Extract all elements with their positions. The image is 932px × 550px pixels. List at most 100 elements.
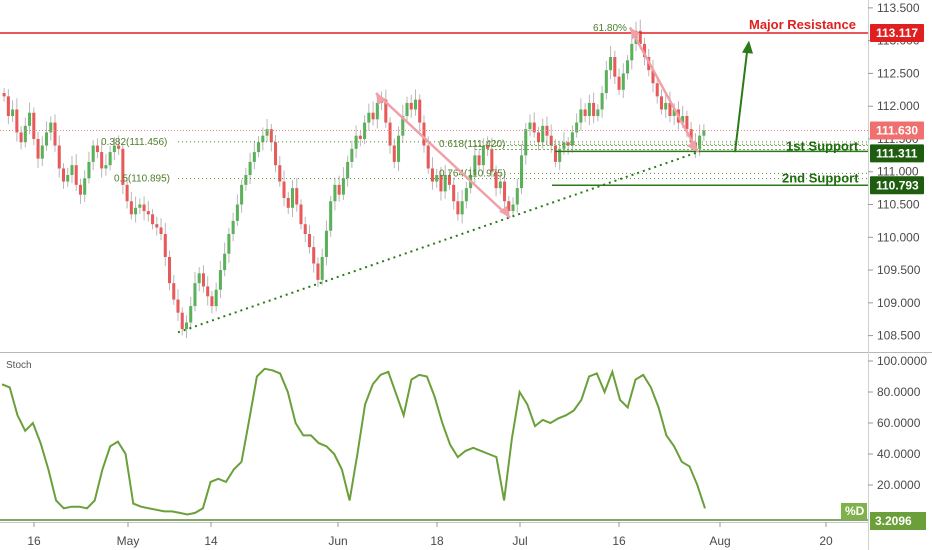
candle-body bbox=[541, 125, 545, 143]
candle-body bbox=[587, 102, 591, 117]
candle-body bbox=[532, 122, 536, 133]
candle-body bbox=[698, 135, 702, 149]
candle-body bbox=[638, 30, 642, 44]
first-support-tag bbox=[870, 144, 924, 163]
candle-body bbox=[146, 211, 150, 215]
candle-body bbox=[570, 132, 574, 146]
candle-body bbox=[524, 129, 528, 156]
candle-body bbox=[350, 148, 354, 162]
candle-body bbox=[197, 273, 201, 284]
candle-body bbox=[117, 145, 121, 149]
candle-body bbox=[134, 207, 138, 215]
candle-body bbox=[418, 99, 422, 123]
candle-body bbox=[435, 175, 439, 182]
candle-body bbox=[422, 122, 426, 146]
stoch-title: Stoch bbox=[6, 360, 32, 371]
time-tick-label: 16 bbox=[612, 534, 626, 548]
candle-body bbox=[206, 286, 210, 297]
stoch-tick-label: 100.0000 bbox=[877, 354, 927, 368]
price-tick-label: 111.000 bbox=[877, 165, 919, 179]
candle-body bbox=[456, 201, 460, 215]
candle-body bbox=[19, 132, 23, 143]
candle-body bbox=[651, 70, 655, 84]
candle-body bbox=[401, 116, 405, 136]
candle-body bbox=[397, 135, 401, 162]
candle-body bbox=[689, 129, 693, 143]
candle-body bbox=[112, 145, 116, 153]
candle-body bbox=[218, 270, 222, 290]
candle-body bbox=[409, 102, 413, 110]
candle-body bbox=[473, 155, 477, 176]
candle-body bbox=[87, 161, 91, 179]
pullback-arrow-line bbox=[628, 26, 700, 153]
candle-body bbox=[320, 256, 324, 280]
candle-body bbox=[486, 145, 490, 149]
second-support-tag-text: 110.793 bbox=[876, 178, 919, 192]
price-tick-label: 108.500 bbox=[877, 329, 921, 343]
candle-body bbox=[329, 201, 333, 231]
candle-body bbox=[6, 96, 10, 117]
candle-body bbox=[324, 230, 328, 257]
fib-0382-label: 0.382(111.456) bbox=[101, 137, 167, 148]
candle-body bbox=[66, 175, 70, 182]
candle-body bbox=[515, 188, 519, 205]
candle-body bbox=[549, 135, 553, 146]
time-tick-label: 16 bbox=[27, 534, 41, 548]
candle-body bbox=[511, 204, 515, 212]
candle-body bbox=[155, 224, 159, 228]
candle-body bbox=[553, 145, 557, 162]
candle-body bbox=[36, 138, 40, 159]
fib-05-label: 0.5(110.895) bbox=[114, 174, 170, 185]
candle-body bbox=[45, 132, 49, 146]
candle-body bbox=[592, 102, 596, 117]
fib-0764-label: 0.764(110.975) bbox=[439, 168, 506, 179]
candle-body bbox=[384, 99, 388, 123]
candle-body bbox=[617, 76, 621, 90]
candle-body bbox=[460, 201, 464, 215]
resistance-tag-text: 113.117 bbox=[876, 26, 918, 40]
candle-body bbox=[626, 60, 630, 74]
resistance-tag bbox=[870, 23, 924, 42]
candle-body bbox=[252, 152, 256, 162]
candle-body bbox=[261, 135, 265, 143]
candle-body bbox=[685, 116, 689, 130]
candle-body bbox=[447, 175, 451, 185]
candle-body bbox=[503, 181, 507, 202]
candle-body bbox=[104, 165, 108, 169]
candle-body bbox=[129, 201, 133, 215]
candle-body bbox=[28, 112, 32, 126]
candle-body bbox=[176, 299, 180, 313]
candle-body bbox=[363, 122, 367, 139]
candle-body bbox=[269, 129, 273, 143]
decline-arrow-head bbox=[376, 93, 386, 106]
candle-body bbox=[274, 142, 278, 166]
last-price-tag bbox=[870, 121, 924, 140]
candle-body bbox=[108, 152, 112, 166]
price-tick-label: 109.500 bbox=[877, 263, 921, 277]
candle-body bbox=[100, 152, 104, 169]
candle-body bbox=[15, 109, 19, 133]
candle-body bbox=[125, 184, 129, 202]
candle-body bbox=[702, 130, 706, 136]
candle-body bbox=[138, 204, 142, 208]
candle-body bbox=[23, 125, 27, 143]
candle-body bbox=[214, 289, 218, 307]
candle-body bbox=[49, 122, 53, 133]
candle-body bbox=[282, 181, 286, 198]
candle-body bbox=[668, 102, 672, 117]
candle-body bbox=[392, 145, 396, 162]
candle-body bbox=[642, 43, 647, 58]
candle-body bbox=[78, 184, 82, 195]
candle-body bbox=[490, 148, 494, 172]
first-support-label: 1st Support bbox=[786, 138, 859, 153]
candle-body bbox=[142, 204, 146, 212]
candle-body bbox=[341, 178, 345, 195]
time-tick-label: Aug bbox=[709, 534, 730, 548]
candle-body bbox=[61, 168, 66, 182]
candle-body bbox=[265, 129, 269, 136]
time-tick-label: 18 bbox=[430, 534, 444, 548]
candle-body bbox=[57, 145, 61, 169]
candle-body bbox=[664, 102, 668, 110]
candle-body bbox=[388, 122, 392, 146]
